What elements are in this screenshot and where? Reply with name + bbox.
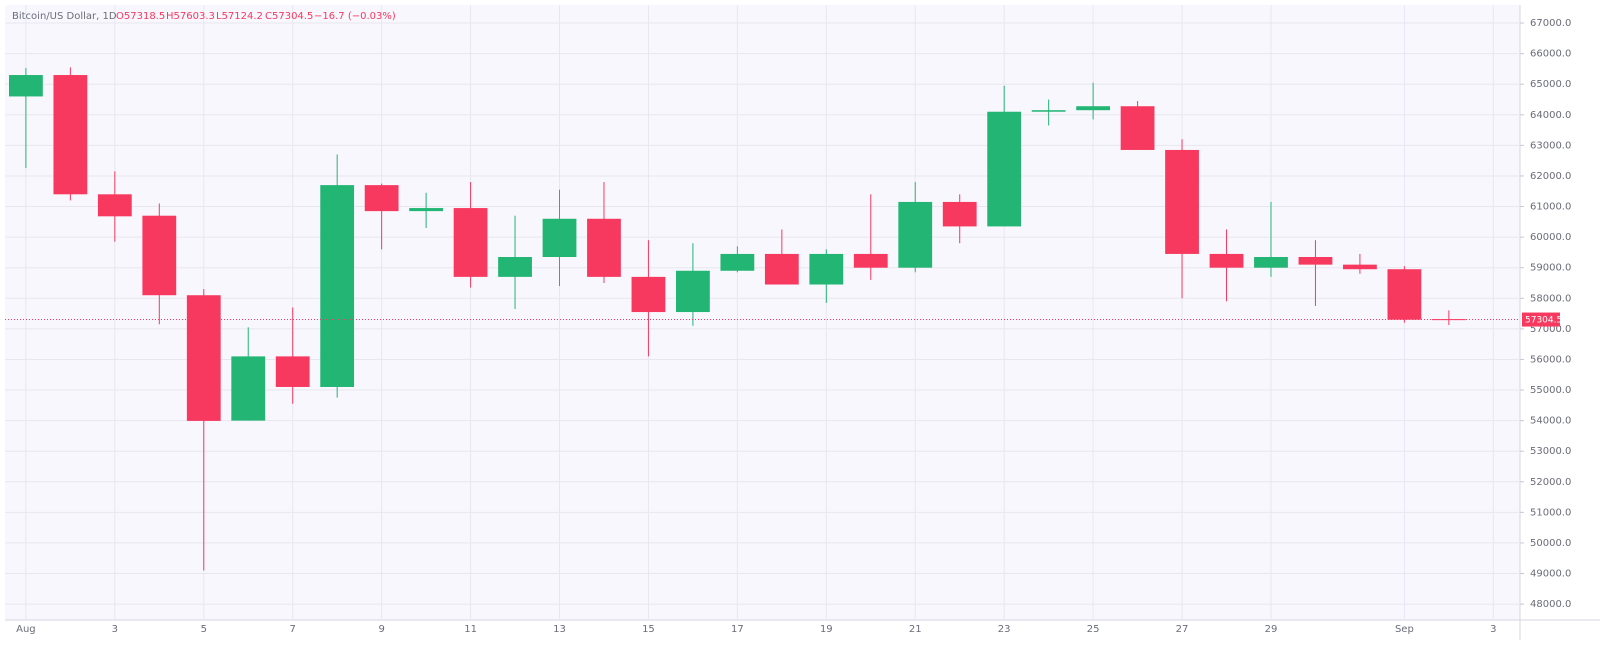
x-tick-label: 3 — [1490, 624, 1496, 635]
candle-body — [1031, 110, 1066, 112]
x-tick-label: 17 — [731, 624, 744, 635]
y-tick-label: 48000.0 — [1530, 599, 1571, 610]
y-tick-label: 50000.0 — [1530, 538, 1571, 549]
candle-body — [720, 253, 755, 271]
candle-body — [942, 201, 977, 227]
candle-body — [320, 185, 355, 387]
x-tick-label: 3 — [112, 624, 118, 635]
y-tick-label: 59000.0 — [1530, 263, 1571, 274]
x-tick-label: 27 — [1176, 624, 1189, 635]
candle-body — [1209, 253, 1244, 268]
ohlc-low: L57124.2 — [216, 11, 263, 22]
y-tick-label: 52000.0 — [1530, 477, 1571, 488]
candle-body — [1076, 106, 1111, 111]
symbol: Bitcoin/US Dollar, 1D — [12, 11, 117, 22]
y-tick-label: 62000.0 — [1530, 171, 1571, 182]
y-tick-label: 49000.0 — [1530, 569, 1571, 580]
x-tick-label: 29 — [1265, 624, 1278, 635]
y-tick-label: 58000.0 — [1530, 293, 1571, 304]
last-price-box — [1522, 312, 1560, 327]
ohlc-change: −16.7 (−0.03%) — [314, 11, 396, 22]
y-tick-label: 67000.0 — [1530, 18, 1571, 29]
candle-body — [186, 295, 221, 421]
candle-body — [1120, 106, 1155, 150]
candle-body — [142, 215, 177, 296]
y-tick-label: 65000.0 — [1530, 79, 1571, 90]
candle-body — [453, 208, 488, 277]
candle-body — [1343, 264, 1377, 270]
candle-body — [542, 218, 577, 257]
x-tick-label: 15 — [642, 624, 655, 635]
x-tick-label: 23 — [998, 624, 1011, 635]
candle-body — [898, 201, 933, 268]
plot-area — [5, 5, 1520, 620]
candle-body — [1165, 149, 1199, 254]
candle-body — [498, 256, 532, 277]
y-tick-label: 51000.0 — [1530, 507, 1571, 518]
candle-body — [853, 253, 888, 268]
y-tick-label: 53000.0 — [1530, 446, 1571, 457]
x-tick-label: Aug — [16, 624, 36, 635]
x-tick-label: 21 — [909, 624, 922, 635]
x-tick-label: 5 — [201, 624, 207, 635]
candle-body — [275, 356, 310, 387]
y-tick-label: 55000.0 — [1530, 385, 1571, 396]
x-tick-label: Sep — [1395, 624, 1414, 635]
candle-body — [1254, 256, 1288, 268]
y-tick-label: 57000.0 — [1530, 324, 1571, 335]
y-tick-label: 56000.0 — [1530, 354, 1571, 365]
candle-body — [409, 208, 444, 212]
candle-body — [809, 253, 844, 285]
ohlc-high: H57603.3 — [166, 11, 215, 22]
candle-body — [1298, 256, 1333, 265]
x-tick-label: 19 — [820, 624, 833, 635]
candle-body — [764, 253, 799, 285]
y-tick-label: 61000.0 — [1530, 202, 1571, 213]
candle-body — [231, 356, 266, 421]
candle-body — [97, 194, 132, 217]
ohlc-close: C57304.5 — [265, 11, 313, 22]
last-price-label: 57304.5 — [1525, 316, 1562, 326]
candle-body — [53, 75, 88, 195]
candle-body — [9, 75, 43, 97]
candle-body — [364, 185, 399, 212]
y-tick-label: 66000.0 — [1530, 49, 1571, 60]
candle-body — [987, 111, 1022, 227]
x-tick-label: 25 — [1087, 624, 1100, 635]
x-tick-label: 13 — [553, 624, 566, 635]
candle-body — [1387, 269, 1422, 320]
candle-body — [676, 270, 710, 313]
y-tick-label: 63000.0 — [1530, 140, 1571, 151]
ohlc-open: O57318.5 — [116, 11, 165, 22]
candle-body — [587, 218, 621, 277]
x-tick-label: 7 — [290, 624, 296, 635]
y-tick-label: 54000.0 — [1530, 416, 1571, 427]
x-tick-label: 9 — [378, 624, 384, 635]
candle-body — [631, 276, 666, 313]
y-tick-label: 64000.0 — [1530, 110, 1571, 121]
y-tick-label: 60000.0 — [1530, 232, 1571, 243]
x-tick-label: 11 — [464, 624, 477, 635]
